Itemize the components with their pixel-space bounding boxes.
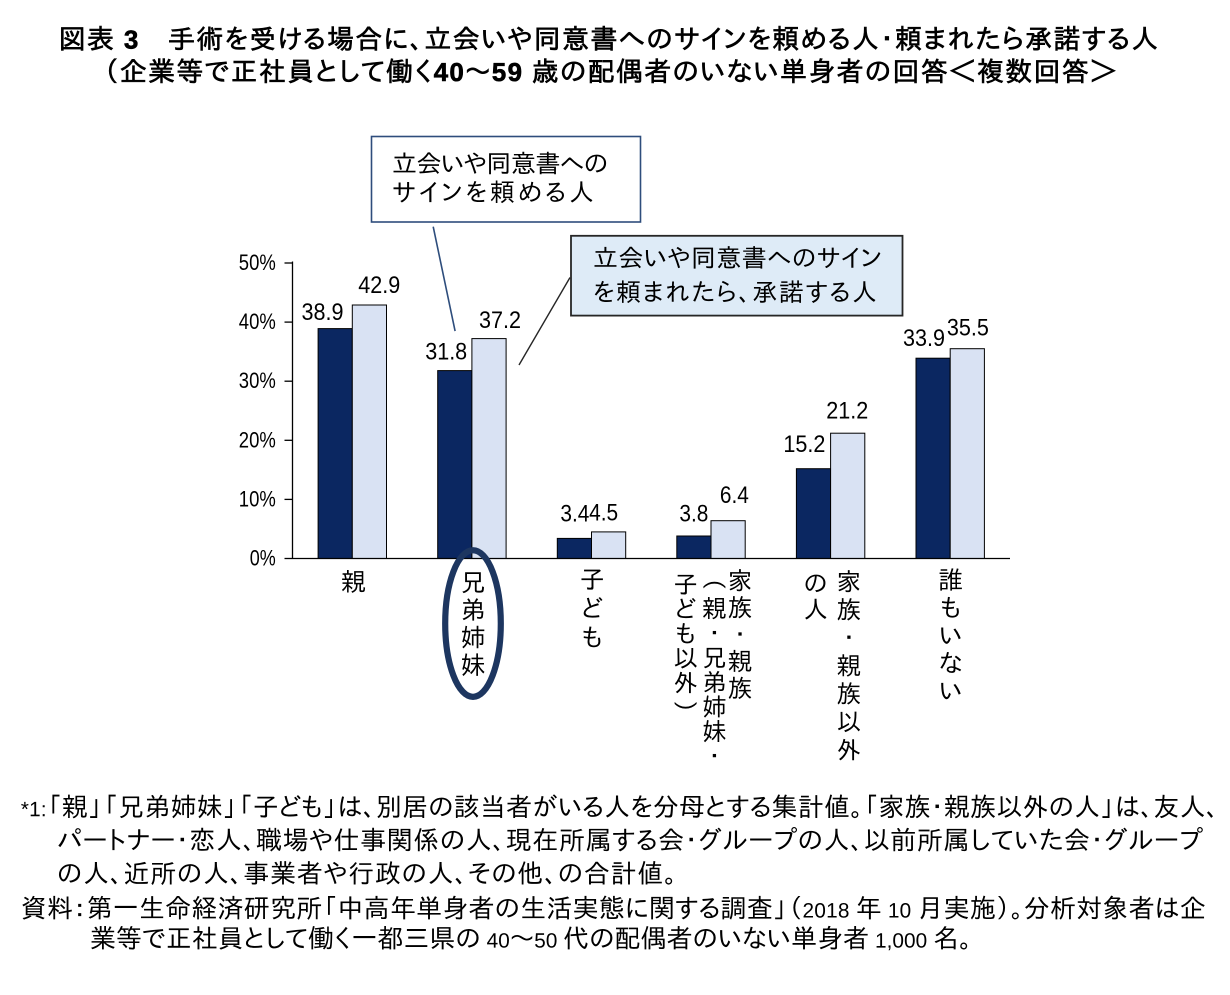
svg-text:35.5: 35.5 <box>947 315 989 342</box>
svg-text:33.9: 33.9 <box>903 325 945 352</box>
svg-text:20%: 20% <box>239 427 276 452</box>
svg-text:6.4: 6.4 <box>720 482 749 509</box>
svg-text:4.5: 4.5 <box>589 499 618 526</box>
svg-text:37.2: 37.2 <box>479 307 521 334</box>
svg-text:50%: 50% <box>239 250 276 275</box>
svg-text:40%: 40% <box>239 309 276 334</box>
svg-text:42.9: 42.9 <box>358 272 400 299</box>
svg-text:15.2: 15.2 <box>783 431 825 458</box>
svg-text:3.8: 3.8 <box>679 500 708 527</box>
svg-text:21.2: 21.2 <box>826 398 868 425</box>
svg-text:38.9: 38.9 <box>302 299 344 326</box>
svg-text:3.4: 3.4 <box>560 501 589 528</box>
svg-text:31.8: 31.8 <box>425 339 467 366</box>
svg-text:30%: 30% <box>239 368 276 393</box>
svg-text:10%: 10% <box>239 486 276 511</box>
svg-text:0%: 0% <box>250 546 276 571</box>
